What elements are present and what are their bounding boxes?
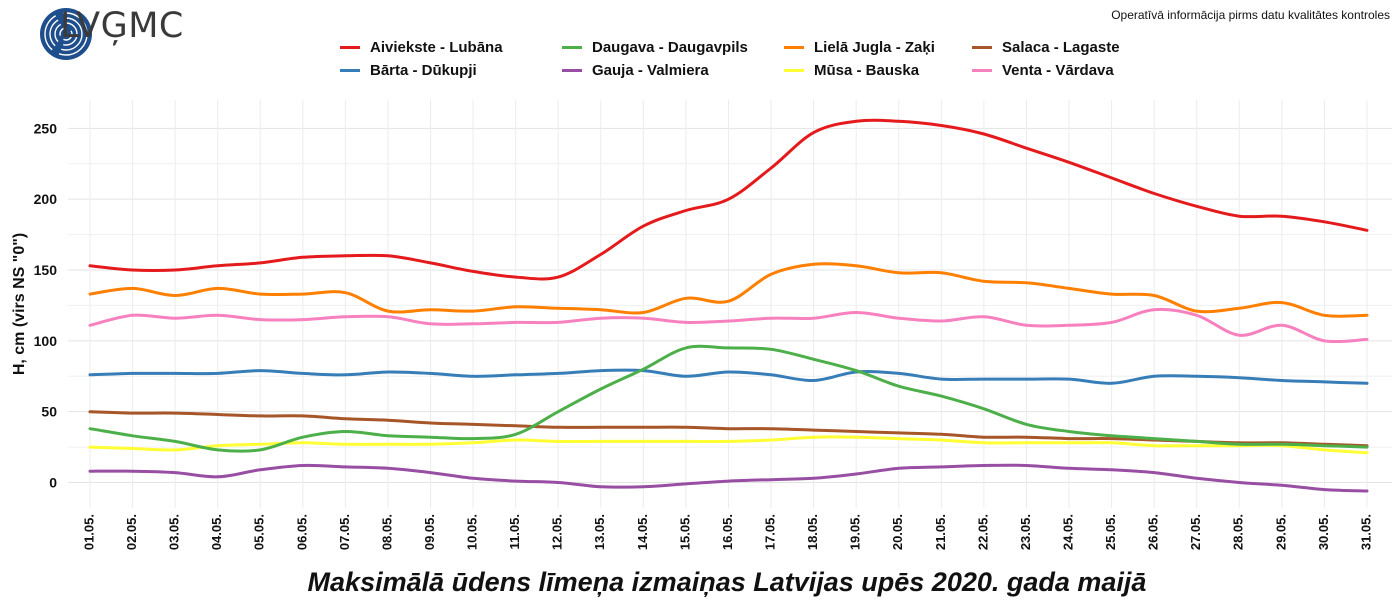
grid (68, 100, 1392, 508)
x-tick-label: 19.05. (848, 514, 863, 550)
legend-item: Gauja - Valmiera (562, 61, 784, 80)
legend-swatch (562, 69, 582, 72)
logo-text: LVĢMC (60, 6, 184, 46)
legend-item: Daugava - Daugavpils (562, 38, 784, 57)
x-tick-label: 03.05. (167, 514, 182, 550)
legend-item: Bārta - Dūkupji (340, 61, 562, 80)
x-tick-label: 06.05. (294, 514, 309, 550)
legend-label: Daugava - Daugavpils (592, 39, 748, 56)
y-tick-label: 150 (34, 262, 58, 278)
x-tick-label: 07.05. (337, 514, 352, 550)
legend-swatch (562, 46, 582, 49)
logo-globe-icon (40, 8, 92, 60)
y-axis-label: H, cm (virs NS "0") (11, 233, 28, 375)
y-tick-label: 250 (34, 120, 58, 136)
legend-label: Bārta - Dūkupji (370, 62, 477, 79)
x-tick-label: 08.05. (379, 514, 394, 550)
x-tick-label: 28.05. (1231, 514, 1246, 550)
series-line-venta-vardava (88, 307, 1369, 344)
lvgmc-logo (40, 8, 92, 60)
series-line-gauja-valmiera (88, 463, 1369, 493)
legend-label: Mūsa - Bauska (814, 62, 920, 79)
x-tick-label: 11.05. (507, 514, 522, 549)
legend-swatch (972, 69, 992, 72)
series-line-barta-dukupji (88, 368, 1369, 385)
x-tick-label: 15.05. (677, 514, 692, 550)
chart-legend: Aiviekste - Lubāna Daugava - Daugavpils Li… (340, 38, 1160, 80)
legend-swatch (784, 69, 804, 72)
status-note: Operatīvā informācija pirms datu kvalitā… (1111, 8, 1390, 22)
x-tick-label: 02.05. (124, 514, 139, 550)
y-tick-label: 0 (49, 475, 57, 491)
legend-item: Venta - Vārdava (972, 61, 1160, 80)
legend-item: Lielā Jugla - Zaķi (784, 38, 972, 57)
x-tick-label: 29.05. (1273, 514, 1288, 550)
y-tick-label: 200 (34, 191, 58, 207)
legend-swatch (972, 46, 992, 49)
x-tick-label: 17.05. (763, 514, 778, 550)
x-tick-label: 21.05. (933, 514, 948, 550)
series-line-daugava-daugavpils (88, 344, 1369, 453)
y-tick-label: 50 (41, 404, 57, 420)
x-tick-label: 26.05. (1146, 514, 1161, 550)
x-tick-label: 01.05. (81, 514, 96, 550)
legend-label: Venta - Vārdava (1002, 62, 1114, 79)
legend-label: Aiviekste - Lubāna (370, 39, 503, 56)
y-tick-label: 100 (34, 333, 58, 349)
x-tick-label: 23.05. (1018, 514, 1033, 550)
legend-swatch (784, 46, 804, 49)
x-tick-label: 09.05. (422, 514, 437, 550)
legend-swatch (340, 69, 360, 72)
series-line-aiviekste-lubana (88, 118, 1369, 281)
x-tick-label: 12.05. (550, 514, 565, 550)
x-tick-label: 31.05. (1358, 514, 1373, 550)
legend-item: Aiviekste - Lubāna (340, 38, 562, 57)
x-tick-label: 22.05. (975, 514, 990, 550)
x-tick-label: 14.05. (635, 514, 650, 550)
series-line-musa-bauska (88, 435, 1369, 455)
x-tick-label: 30.05. (1316, 514, 1331, 550)
legend-label: Salaca - Lagaste (1002, 39, 1120, 56)
legend-item: Salaca - Lagaste (972, 38, 1160, 57)
legend-item: Mūsa - Bauska (784, 61, 972, 80)
x-tick-label: 04.05. (209, 514, 224, 550)
x-tick-label: 27.05. (1188, 514, 1203, 550)
chart-title: Maksimālā ūdens līmeņa izmaiņas Latvijas… (308, 567, 1147, 597)
x-tick-label: 24.05. (1060, 514, 1075, 550)
x-tick-label: 05.05. (252, 514, 267, 550)
x-tick-label: 16.05. (720, 514, 735, 550)
x-tick-label: 10.05. (465, 514, 480, 550)
x-tick-label: 20.05. (890, 514, 905, 550)
legend-label: Gauja - Valmiera (592, 62, 709, 79)
legend-swatch (340, 46, 360, 49)
series-line-liela-jugla-zaki (88, 262, 1369, 318)
x-tick-label: 18.05. (805, 514, 820, 550)
legend-label: Lielā Jugla - Zaķi (814, 39, 935, 56)
x-tick-label: 25.05. (1103, 514, 1118, 550)
x-tick-label: 13.05. (592, 514, 607, 550)
